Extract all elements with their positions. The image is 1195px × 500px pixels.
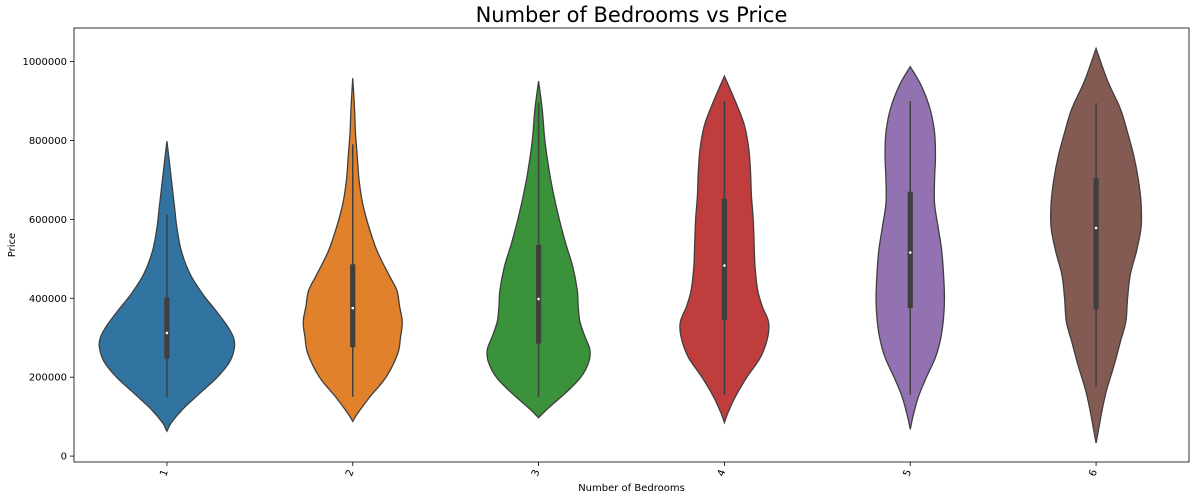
- violin-median: [537, 297, 540, 301]
- violin-median: [1094, 226, 1098, 230]
- violin-4: [679, 74, 770, 425]
- x-tick-label: 6: [1087, 468, 1100, 478]
- violin-box: [907, 191, 913, 309]
- y-axis-ticks: 0 200000 400000 600000 800000 1000000: [22, 57, 74, 463]
- violin-median: [908, 251, 912, 254]
- violin-median: [723, 264, 726, 267]
- x-tick-label: 3: [530, 468, 543, 478]
- x-tick-label: 4: [716, 468, 729, 478]
- violins-layer: [98, 46, 1143, 444]
- violin-6: [1049, 46, 1143, 444]
- violin-median: [351, 306, 355, 310]
- y-axis-label: Price: [7, 233, 18, 257]
- chart-title: Number of Bedrooms vs Price: [476, 3, 788, 27]
- plot-frame: [73, 27, 1190, 463]
- violin-box: [721, 198, 728, 320]
- x-tick-label: 5: [902, 468, 915, 478]
- y-tick-label: 400000: [29, 294, 67, 305]
- x-axis-label: Number of Bedrooms: [578, 483, 685, 494]
- y-tick-label: 0: [61, 452, 67, 463]
- y-tick-label: 1000000: [22, 57, 67, 68]
- violin-box: [350, 264, 356, 348]
- y-tick-label: 600000: [29, 215, 67, 226]
- violin-2: [302, 78, 403, 423]
- y-tick-label: 800000: [29, 136, 67, 147]
- x-axis-ticks: 1 2 3 4 5 6: [158, 462, 1100, 478]
- x-tick-label: 2: [344, 468, 357, 478]
- y-tick-label: 200000: [29, 373, 67, 384]
- x-tick-label: 1: [158, 468, 171, 478]
- violin-median: [165, 331, 169, 335]
- violin-3: [486, 81, 591, 419]
- violin-1: [98, 141, 236, 433]
- violin-box: [164, 297, 170, 359]
- violin-box: [1093, 177, 1099, 310]
- violin-box: [535, 245, 542, 344]
- violin-5: [875, 65, 946, 430]
